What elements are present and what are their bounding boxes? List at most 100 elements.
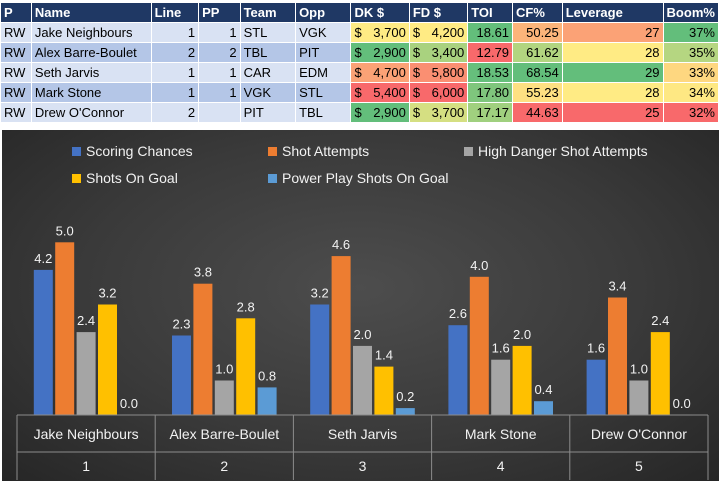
bar-value-label: 1.0	[215, 362, 233, 377]
column-header: Boom%	[662, 2, 719, 23]
chart-legend: Scoring Chances Shot Attempts High Danger …	[72, 143, 648, 186]
cell-team: PIT	[239, 102, 297, 123]
column-header: FD $	[408, 2, 469, 23]
cell-opp: VGK	[295, 22, 352, 43]
cell-toi: 18.53	[467, 62, 514, 83]
column-header: PP	[198, 2, 241, 23]
legend-label: Shot Attempts	[282, 143, 369, 159]
cell-lev: 25	[561, 102, 664, 123]
legend-label: High Danger Shot Attempts	[478, 143, 648, 159]
category-label: Mark Stone	[465, 426, 537, 442]
bar	[353, 345, 372, 415]
salary-value: 2,900	[373, 105, 406, 120]
cell-dk: $3,700	[350, 22, 410, 43]
cell-fd: $3,400	[408, 42, 469, 63]
bar	[55, 242, 75, 415]
cell-dk: $2,900	[350, 102, 410, 123]
category-group-label: 1	[82, 458, 90, 474]
table-row: RW Mark Stone 1 1 VGK STL $5,400 $6,000 17.80 55.…	[0, 82, 719, 103]
salary-value: 5,800	[431, 65, 465, 80]
cell-opp: PIT	[295, 42, 352, 63]
salary-value: 3,700	[431, 105, 465, 120]
table-row: RW Jake Neighbours 1 1 STL VGK $3,700 $4,200 18.…	[0, 22, 719, 43]
cell-pp: 2	[198, 42, 241, 63]
bar-value-label: 4.0	[470, 258, 488, 273]
cell-cf: 44.63	[512, 102, 563, 123]
bar-value-label: 2.3	[172, 317, 190, 332]
cell-team: TBL	[239, 42, 297, 63]
bar-value-label: 0.0	[673, 396, 691, 411]
cell-dk: $5,400	[350, 82, 410, 103]
bar	[374, 366, 394, 415]
cell-opp: STL	[295, 82, 352, 103]
bar-value-label: 2.0	[353, 327, 371, 342]
cell-pp: 1	[198, 82, 241, 103]
legend-swatch	[72, 147, 81, 156]
bar-value-label: 1.6	[587, 341, 605, 356]
bar-value-label: 3.8	[194, 265, 212, 280]
bar-value-label: 5.0	[56, 223, 74, 238]
cell-toi: 17.80	[467, 82, 514, 103]
category-label: Jake Neighbours	[34, 426, 139, 442]
cell-pp	[198, 102, 241, 123]
cell-fd: $3,700	[408, 102, 469, 123]
legend-label: Scoring Chances	[86, 143, 193, 159]
cell-dk: $4,700	[350, 62, 410, 83]
column-header: CF%	[512, 2, 563, 23]
cell-fd: $6,000	[408, 82, 469, 103]
cell-opp: EDM	[295, 62, 352, 83]
legend-label: Power Play Shots On Goal	[282, 170, 449, 186]
bar-value-label: 0.8	[258, 368, 276, 383]
bar	[98, 304, 117, 415]
legend-swatch	[268, 147, 277, 156]
bar	[608, 297, 627, 415]
column-header: Opp	[295, 2, 352, 23]
cell-pos: RW	[0, 102, 32, 123]
bar-value-label: 2.4	[77, 313, 95, 328]
currency-symbol: $	[354, 65, 362, 80]
salary-value: 3,700	[373, 25, 406, 40]
legend-item: Shots On Goal	[72, 170, 178, 186]
currency-symbol: $	[412, 65, 421, 80]
bar	[586, 359, 606, 415]
cell-fd: $4,200	[408, 22, 469, 43]
bar-value-label: 2.6	[449, 306, 467, 321]
column-header: Line	[150, 2, 200, 23]
bar-value-label: 3.2	[311, 286, 329, 301]
category-group-label: 3	[359, 458, 367, 474]
cell-lev: 29	[561, 62, 664, 83]
bar	[257, 387, 277, 415]
cell-line: 1	[150, 82, 200, 103]
category-group-label: 2	[220, 458, 228, 474]
legend-item: High Danger Shot Attempts	[464, 143, 648, 159]
cell-pos: RW	[0, 22, 32, 43]
cell-line: 1	[150, 62, 200, 83]
cell-dk: $2,900	[350, 42, 410, 63]
cell-boom: 32%	[662, 102, 719, 123]
salary-value: 4,700	[373, 65, 406, 80]
cell-cf: 68.54	[512, 62, 563, 83]
legend-item: Power Play Shots On Goal	[268, 170, 449, 186]
bar	[33, 269, 53, 415]
currency-symbol: $	[412, 45, 421, 60]
cell-cf: 61.62	[512, 42, 563, 63]
cell-line: 1	[150, 22, 200, 43]
category-label: Drew O'Connor	[591, 426, 687, 442]
salary-value: 4,200	[431, 25, 465, 40]
bar	[172, 335, 191, 415]
column-header: DK $	[350, 2, 410, 23]
bar	[469, 276, 489, 415]
currency-symbol: $	[354, 105, 362, 120]
bar	[331, 256, 351, 415]
bar	[76, 332, 96, 415]
currency-symbol: $	[354, 45, 362, 60]
cell-line: 2	[150, 102, 200, 123]
cell-boom: 34%	[662, 82, 719, 103]
bar-value-label: 3.4	[608, 279, 626, 294]
legend-item: Shot Attempts	[268, 143, 369, 159]
currency-symbol: $	[412, 105, 421, 120]
cell-team: CAR	[239, 62, 297, 83]
cell-pos: RW	[0, 42, 32, 63]
bar-value-label: 0.4	[534, 382, 552, 397]
cell-boom: 33%	[662, 62, 719, 83]
